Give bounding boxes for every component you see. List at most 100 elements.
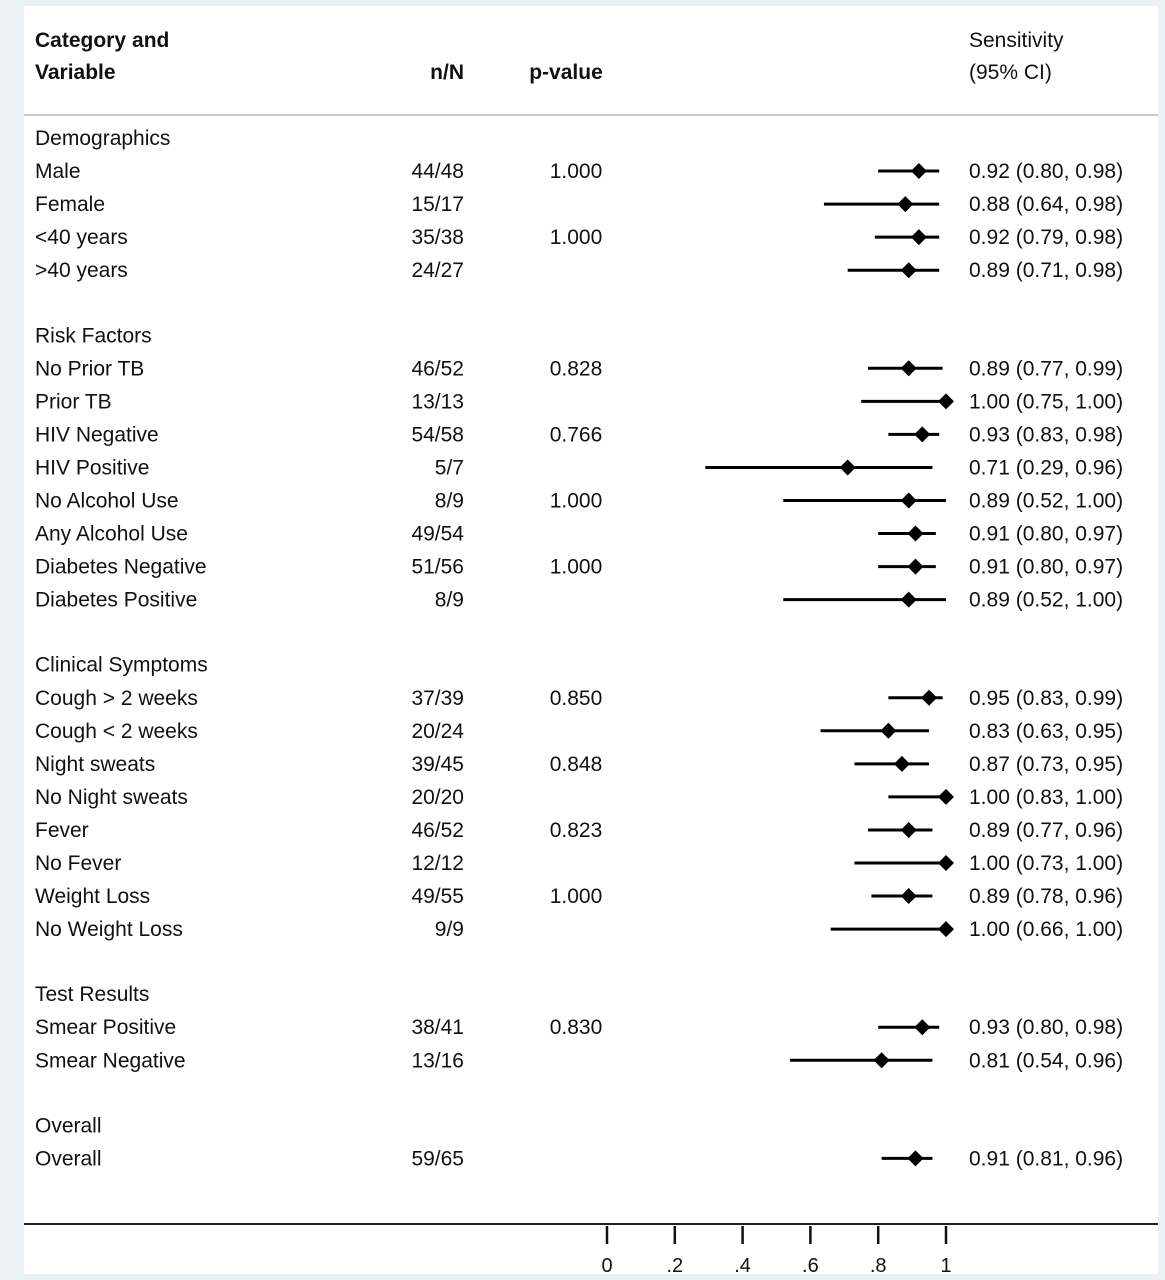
row-label: No Fever bbox=[35, 852, 121, 875]
row-nN: 46/52 bbox=[411, 819, 464, 842]
row-label: Prior TB bbox=[35, 390, 112, 413]
row-label: Male bbox=[35, 160, 81, 183]
row-pvalue: 0.830 bbox=[550, 1016, 603, 1039]
row-label: Weight Loss bbox=[35, 885, 150, 908]
row-ci-text: 1.00 (0.75, 1.00) bbox=[969, 390, 1123, 413]
estimate-marker bbox=[900, 591, 917, 608]
estimate-marker bbox=[910, 229, 927, 246]
row-label: No Alcohol Use bbox=[35, 490, 179, 513]
row-label: HIV Negative bbox=[35, 423, 159, 446]
estimate-marker bbox=[897, 196, 914, 213]
row-ci-text: 0.89 (0.52, 1.00) bbox=[969, 589, 1123, 612]
x-tick-label: .4 bbox=[734, 1255, 751, 1274]
header-pvalue: p-value bbox=[529, 61, 603, 84]
estimate-marker bbox=[900, 360, 917, 377]
x-axis: 0 .2 .4 .6 .8 1 bbox=[601, 1226, 952, 1274]
row-ci-text: 0.91 (0.81, 0.96) bbox=[969, 1147, 1123, 1170]
group-heading: Risk Factors bbox=[35, 324, 152, 347]
row-nN: 49/55 bbox=[411, 885, 464, 908]
row-nN: 54/58 bbox=[411, 423, 464, 446]
row-ci-text: 0.81 (0.54, 0.96) bbox=[969, 1049, 1123, 1072]
row-nN: 35/38 bbox=[411, 226, 464, 249]
row-nN: 20/20 bbox=[411, 786, 464, 809]
row-pvalue: 0.848 bbox=[550, 753, 603, 776]
estimate-marker bbox=[907, 525, 924, 542]
row-pvalue: 0.850 bbox=[550, 687, 603, 710]
estimate-marker bbox=[900, 888, 917, 905]
row-nN: 12/12 bbox=[411, 852, 464, 875]
row-label: Cough < 2 weeks bbox=[35, 720, 198, 743]
estimate-marker bbox=[910, 163, 927, 180]
estimate-marker bbox=[900, 492, 917, 509]
row-label: Smear Positive bbox=[35, 1016, 176, 1039]
row-pvalue: 0.828 bbox=[550, 357, 603, 380]
row-ci-text: 0.88 (0.64, 0.98) bbox=[969, 193, 1123, 216]
row-label: Overall bbox=[35, 1147, 102, 1170]
row-ci-text: 0.89 (0.52, 1.00) bbox=[969, 490, 1123, 513]
row-ci-text: 0.87 (0.73, 0.95) bbox=[969, 753, 1123, 776]
x-tick-label: .6 bbox=[802, 1255, 819, 1274]
row-nN: 8/9 bbox=[435, 589, 464, 612]
row-label: >40 years bbox=[35, 259, 128, 282]
estimate-marker bbox=[914, 426, 931, 443]
row-label: Diabetes Negative bbox=[35, 556, 207, 579]
header-category-word: Category bbox=[35, 29, 126, 52]
row-ci-text: 0.71 (0.29, 0.96) bbox=[969, 456, 1123, 479]
marks-layer bbox=[705, 163, 954, 1167]
row-label: No Prior TB bbox=[35, 357, 144, 380]
row-nN: 15/17 bbox=[411, 193, 464, 216]
forest-plot: Category and Variable n/N p-value Sensiti… bbox=[24, 29, 1158, 1274]
row-pvalue: 0.766 bbox=[550, 423, 603, 446]
row-pvalue: 1.000 bbox=[550, 885, 603, 908]
row-label: Diabetes Positive bbox=[35, 589, 197, 612]
row-nN: 9/9 bbox=[435, 918, 464, 941]
row-nN: 49/54 bbox=[411, 523, 464, 546]
row-ci-text: 1.00 (0.83, 1.00) bbox=[969, 786, 1123, 809]
row-ci-text: 0.92 (0.80, 0.98) bbox=[969, 160, 1123, 183]
row-label: HIV Positive bbox=[35, 456, 149, 479]
header-variable: Variable bbox=[35, 61, 116, 84]
row-label: No Weight Loss bbox=[35, 918, 183, 941]
row-label: Female bbox=[35, 193, 105, 216]
estimate-marker bbox=[907, 558, 924, 575]
x-tick-label: 0 bbox=[601, 1255, 612, 1274]
estimate-marker bbox=[880, 722, 897, 739]
row-nN: 5/7 bbox=[435, 456, 464, 479]
row-label: Smear Negative bbox=[35, 1049, 186, 1072]
estimate-marker bbox=[938, 921, 954, 938]
estimate-marker bbox=[907, 1150, 924, 1167]
row-nN: 51/56 bbox=[411, 556, 464, 579]
row-ci-text: 0.95 (0.83, 0.99) bbox=[969, 687, 1123, 710]
estimate-marker bbox=[873, 1052, 890, 1069]
estimate-marker bbox=[938, 393, 954, 410]
x-tick-label: .2 bbox=[666, 1255, 683, 1274]
header-category: Category and bbox=[35, 29, 169, 52]
row-nN: 13/16 bbox=[411, 1049, 464, 1072]
row-pvalue: 1.000 bbox=[550, 226, 603, 249]
row-nN: 13/13 bbox=[411, 390, 464, 413]
row-nN: 8/9 bbox=[435, 490, 464, 513]
row-label: Any Alcohol Use bbox=[35, 523, 188, 546]
row-nN: 39/45 bbox=[411, 753, 464, 776]
row-ci-text: 0.93 (0.83, 0.98) bbox=[969, 423, 1123, 446]
row-nN: 46/52 bbox=[411, 357, 464, 380]
x-tick-label: .8 bbox=[870, 1255, 887, 1274]
estimate-marker bbox=[914, 1019, 931, 1036]
row-nN: 38/41 bbox=[411, 1016, 464, 1039]
estimate-marker bbox=[893, 755, 910, 772]
estimate-marker bbox=[938, 855, 954, 871]
header-ci: (95% CI) bbox=[969, 61, 1052, 84]
estimate-marker bbox=[900, 821, 917, 838]
row-ci-text: 0.89 (0.71, 0.98) bbox=[969, 259, 1123, 282]
row-ci-text: 0.93 (0.80, 0.98) bbox=[969, 1016, 1123, 1039]
group-heading: Clinical Symptoms bbox=[35, 654, 208, 677]
group-heading: Overall bbox=[35, 1114, 102, 1137]
row-label: Cough > 2 weeks bbox=[35, 687, 198, 710]
row-ci-text: 0.91 (0.80, 0.97) bbox=[969, 523, 1123, 546]
row-ci-text: 0.89 (0.78, 0.96) bbox=[969, 885, 1123, 908]
row-pvalue: 1.000 bbox=[550, 490, 603, 513]
row-nN: 24/27 bbox=[411, 259, 464, 282]
estimate-marker bbox=[938, 788, 954, 805]
row-nN: 20/24 bbox=[411, 720, 464, 743]
header-category-and: and bbox=[132, 29, 169, 52]
